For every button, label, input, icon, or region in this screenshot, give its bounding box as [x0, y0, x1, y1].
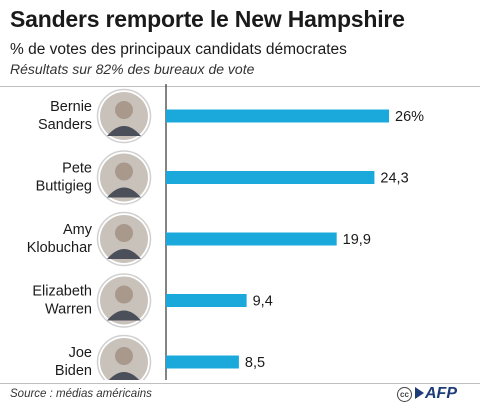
candidate-shoulders-icon: [107, 249, 141, 259]
bar-value-label: 24,3: [380, 171, 408, 187]
bar: [166, 109, 389, 123]
chart-title: Sanders remporte le New Hampshire: [10, 6, 405, 32]
candidate-name-line: Joe: [69, 345, 92, 361]
candidate-head-icon: [115, 162, 133, 181]
candidate-name-line: Amy: [63, 222, 93, 238]
bar: [166, 294, 247, 307]
bar: [166, 232, 337, 246]
candidate-shoulders-icon: [107, 310, 141, 321]
candidate-name-line: Pete: [62, 161, 92, 177]
candidate-name-line: Bernie: [50, 99, 92, 115]
bar-value-label: 8,5: [245, 355, 265, 371]
candidate-head-icon: [115, 224, 133, 242]
afp-logo: AFP: [415, 385, 457, 403]
candidate-name-line: Klobuchar: [27, 240, 92, 256]
afp-arrow-icon: [415, 387, 424, 399]
candidate-name-line: Elizabeth: [32, 284, 92, 300]
candidate-name-line: Warren: [45, 302, 92, 318]
bar-value-label: 19,9: [343, 232, 371, 248]
candidate-shoulders-icon: [107, 187, 141, 198]
bar-value-label: 9,4: [253, 294, 273, 310]
bar-value-label: 26%: [395, 109, 424, 125]
candidate-shoulders-icon: [107, 126, 141, 136]
source-note: Source : médias américains: [10, 388, 152, 400]
candidate-name-line: Buttigieg: [36, 179, 92, 195]
chart-subtitle: % de votes des principaux candidats démo…: [10, 41, 347, 58]
bottom-divider: [0, 383, 480, 384]
bar: [166, 171, 375, 184]
afp-logo-text: AFP: [425, 385, 457, 402]
top-divider: [0, 86, 480, 87]
candidate-shoulders-icon: [108, 372, 140, 380]
bar: [166, 355, 239, 369]
candidate-name-line: Sanders: [38, 117, 92, 133]
bar-chart: Bernie Sanders 26% Pete Buttigieg 24,3 Amy Klob…: [27, 84, 424, 380]
candidate-name-line: Biden: [55, 363, 92, 379]
creative-commons-icon: cc: [397, 387, 412, 402]
chart-note: Résultats sur 82% des bureaux de vote: [10, 61, 255, 77]
candidate-head-icon: [115, 347, 133, 365]
candidate-head-icon: [115, 285, 133, 304]
candidate-head-icon: [115, 101, 133, 119]
